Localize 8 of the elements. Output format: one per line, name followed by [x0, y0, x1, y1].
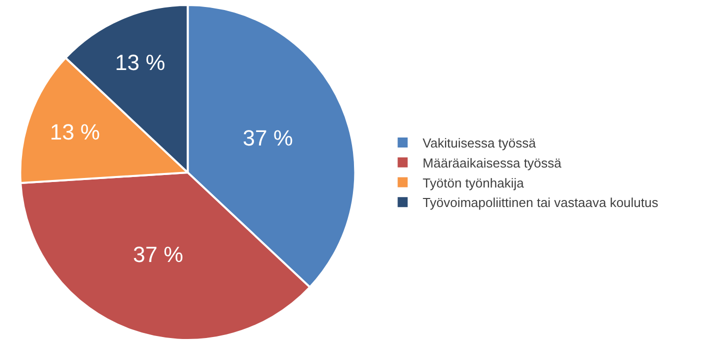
data-label: 37 %: [242, 125, 293, 150]
legend-label: Työtön työnhakija: [422, 175, 525, 190]
legend-label: Vakituisessa työssä: [422, 136, 537, 151]
legend-label: Työvoimapoliittinen tai vastaava koulutus: [422, 195, 659, 210]
data-label: 13 %: [115, 50, 166, 75]
data-label: 13 %: [50, 119, 100, 144]
legend-label: Määräaikaisessa työssä: [422, 155, 562, 170]
data-label: 37 %: [133, 242, 184, 268]
